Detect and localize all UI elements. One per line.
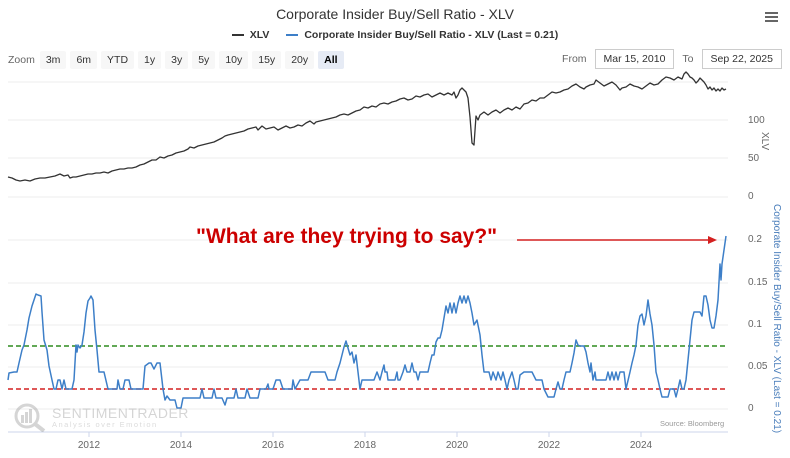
from-date-input[interactable]: Mar 15, 2010 <box>594 49 675 69</box>
from-label: From <box>562 53 587 65</box>
zoom-button-6m[interactable]: 6m <box>70 51 98 69</box>
legend-label-xlv: XLV <box>249 29 270 41</box>
xlv-price-line <box>7 71 727 182</box>
chart-title: Corporate Insider Buy/Sell Ratio - XLV <box>276 6 514 22</box>
bottom-panel-gridlines <box>8 239 728 410</box>
legend-swatch-xlv <box>231 34 244 36</box>
x-axis-ticks <box>88 432 642 437</box>
bottom-y-tick-0.2: 0.2 <box>748 234 762 245</box>
source-credit: Source: Bloomberg <box>660 419 725 428</box>
x-tick-2014: 2014 <box>169 440 193 451</box>
ratio-line <box>7 235 727 409</box>
zoom-selector: Zoom 3m 6m YTD 1y 3y 5y 10y 15y 20y All <box>8 51 348 69</box>
top-y-tick-0: 0 <box>748 191 754 202</box>
zoom-button-5y[interactable]: 5y <box>192 51 216 69</box>
watermark-brand: SENTIMENTRADER <box>52 404 189 421</box>
annotation-text: "What are they trying to say?" <box>196 225 498 248</box>
zoom-label: Zoom <box>8 54 35 66</box>
top-panel-gridlines <box>8 81 728 198</box>
zoom-button-all[interactable]: All <box>318 51 344 69</box>
x-tick-2018: 2018 <box>353 440 377 451</box>
x-tick-2022: 2022 <box>537 440 561 451</box>
annotation-arrow <box>517 236 717 244</box>
bottom-y-tick-0.05: 0.05 <box>748 361 768 372</box>
to-date-input[interactable]: Sep 22, 2025 <box>701 49 782 69</box>
zoom-button-ytd[interactable]: YTD <box>101 51 135 69</box>
zoom-button-15y[interactable]: 15y <box>252 51 282 69</box>
top-y-axis-label: XLV <box>759 132 770 151</box>
bottom-y-axis-label: Corporate Insider Buy/Sell Ratio - XLV (… <box>771 204 782 434</box>
zoom-button-1y[interactable]: 1y <box>138 51 162 69</box>
bottom-y-tick-0: 0 <box>748 403 754 414</box>
legend-item-ratio[interactable]: Corporate Insider Buy/Sell Ratio - XLV (… <box>286 29 558 41</box>
zoom-button-20y[interactable]: 20y <box>285 51 315 69</box>
top-y-tick-50: 50 <box>748 153 760 164</box>
x-tick-2016: 2016 <box>261 440 285 451</box>
date-range: From Mar 15, 2010 To Sep 22, 2025 <box>562 49 782 69</box>
bottom-y-tick-0.1: 0.1 <box>748 319 762 330</box>
legend-swatch-ratio <box>286 34 299 36</box>
watermark-tagline: Analysis over Emotion <box>52 419 158 429</box>
zoom-button-3y[interactable]: 3y <box>165 51 189 69</box>
zoom-button-3m[interactable]: 3m <box>39 51 67 69</box>
legend-label-ratio: Corporate Insider Buy/Sell Ratio - XLV (… <box>304 29 559 41</box>
sentimentrader-watermark: SENTIMENTRADER Analysis over Emotion <box>12 402 189 432</box>
zoom-button-10y[interactable]: 10y <box>219 51 249 69</box>
legend-item-xlv[interactable]: XLV <box>231 29 270 41</box>
x-tick-2024: 2024 <box>629 440 653 451</box>
magnifier-chart-logo-icon <box>14 403 46 432</box>
top-y-tick-100: 100 <box>748 115 765 126</box>
bottom-y-tick-0.15: 0.15 <box>748 277 768 288</box>
chart-legend: XLV Corporate Insider Buy/Sell Ratio - X… <box>0 27 790 41</box>
x-tick-2020: 2020 <box>445 440 469 451</box>
hamburger-menu-icon[interactable] <box>765 10 778 24</box>
to-label: To <box>682 53 694 65</box>
x-tick-2012: 2012 <box>77 440 101 451</box>
